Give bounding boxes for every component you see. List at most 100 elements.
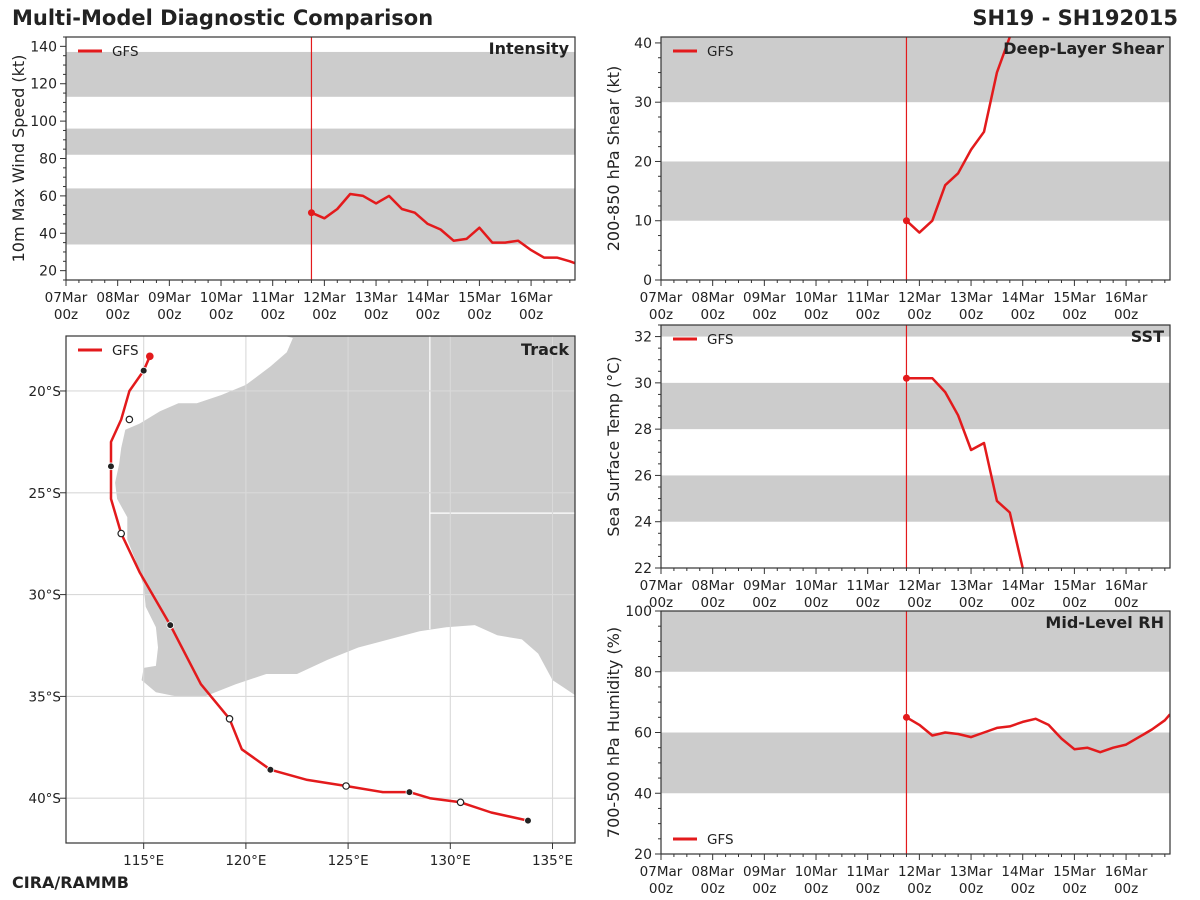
shear-ytick-label: 30 xyxy=(634,95,652,111)
shear-xtick-day: 07Mar xyxy=(640,290,683,306)
intensity-xtick-hour: 00z xyxy=(106,307,130,323)
sst-xtick-day: 15Mar xyxy=(1053,578,1096,594)
sst-ytick-label: 32 xyxy=(634,330,652,346)
sst-frame xyxy=(660,324,1171,569)
sst-band xyxy=(661,325,1170,337)
rh-legend-label: GFS xyxy=(707,832,734,848)
rh-gfs-init-point xyxy=(902,713,910,721)
rh-xtick-day: 14Mar xyxy=(1001,864,1044,880)
track-xtick-label: 130°E xyxy=(430,853,471,869)
intensity-xtick-hour: 00z xyxy=(467,307,491,323)
shear-xtick-hour: 00z xyxy=(907,307,931,323)
sst-gfs-init-point xyxy=(902,374,910,382)
shear-ytick-label: 0 xyxy=(643,273,652,289)
rh-ytick-label: 60 xyxy=(634,726,652,742)
track-gfs-line xyxy=(109,355,529,822)
rh-ytick-label: 100 xyxy=(625,604,652,620)
shear-ylabel: 200-850 hPa Shear (kt) xyxy=(604,66,623,252)
australia-landmass xyxy=(115,336,575,697)
intensity-ytick-label: 40 xyxy=(39,226,57,242)
shear-ytick-label: 40 xyxy=(634,36,652,52)
sst-xtick-hour: 00z xyxy=(959,595,983,611)
rh-xtick-day: 10Mar xyxy=(795,864,838,880)
intensity-xtick-day: 16Mar xyxy=(510,290,553,306)
intensity-xtick-day: 15Mar xyxy=(458,290,501,306)
track-xtick-label: 135°E xyxy=(532,853,573,869)
intensity-xtick-hour: 00z xyxy=(364,307,388,323)
track-frame xyxy=(65,335,576,844)
intensity-xtick-day: 07Mar xyxy=(45,290,88,306)
intensity-ytick-label: 100 xyxy=(30,114,57,130)
intensity-xtick-hour: 00z xyxy=(416,307,440,323)
sst-xtick-hour: 00z xyxy=(1011,595,1035,611)
track-xtick-label: 115°E xyxy=(123,853,164,869)
shear-xtick-hour: 00z xyxy=(804,307,828,323)
sst-ylabel: Sea Surface Temp (°C) xyxy=(604,356,623,536)
shear-xtick-day: 12Mar xyxy=(898,290,941,306)
sst-ytick-label: 26 xyxy=(634,468,652,484)
sst-xtick-day: 16Mar xyxy=(1105,578,1148,594)
sst-xtick-day: 08Mar xyxy=(691,578,734,594)
rh-xtick-day: 08Mar xyxy=(691,864,734,880)
sst-xtick-day: 11Mar xyxy=(846,578,889,594)
track-point-12z xyxy=(342,782,350,790)
track-xtick-label: 125°E xyxy=(328,853,369,869)
track-point-12z xyxy=(456,798,465,807)
rh-title: Mid-Level RH xyxy=(1045,613,1164,632)
intensity-xtick-day: 12Mar xyxy=(303,290,346,306)
sst-xtick-hour: 00z xyxy=(856,595,880,611)
intensity-band xyxy=(66,51,575,97)
shear-xtick-day: 08Mar xyxy=(691,290,734,306)
track-ytick-label: 35°S xyxy=(29,689,62,705)
track-ytick-label: 25°S xyxy=(29,486,62,502)
rh-xtick-hour: 00z xyxy=(1114,881,1138,897)
sst-ytick-label: 22 xyxy=(634,561,652,577)
track-point-00z xyxy=(166,621,175,629)
rh-plot-area xyxy=(661,611,1170,854)
shear-xtick-day: 09Mar xyxy=(743,290,786,306)
track-title: Track xyxy=(521,340,569,359)
shear-ytick-label: 10 xyxy=(634,214,652,230)
rh-xtick-hour: 00z xyxy=(752,881,776,897)
shear-xtick-day: 15Mar xyxy=(1053,290,1096,306)
intensity-xtick-hour: 00z xyxy=(157,307,181,323)
rh-xtick-day: 07Mar xyxy=(640,864,683,880)
shear-legend-label: GFS xyxy=(707,44,734,60)
sst-title: SST xyxy=(1131,327,1164,346)
shear-gfs-line xyxy=(905,37,1011,234)
shear-ytick-label: 20 xyxy=(634,154,652,170)
intensity-ytick-label: 60 xyxy=(39,189,57,205)
rh-gfs-line xyxy=(905,713,1170,754)
sst-xtick-hour: 00z xyxy=(1062,595,1086,611)
credit-label: CIRA/RAMMB xyxy=(12,873,129,892)
sst-xtick-hour: 00z xyxy=(701,595,725,611)
shear-xtick-hour: 00z xyxy=(649,307,673,323)
shear-xtick-hour: 00z xyxy=(1114,307,1138,323)
sst-xtick-hour: 00z xyxy=(752,595,776,611)
sst-xtick-hour: 00z xyxy=(907,595,931,611)
track-map-area xyxy=(66,336,575,843)
shear-xtick-hour: 00z xyxy=(856,307,880,323)
track-point-00z xyxy=(107,462,115,471)
shear-xtick-hour: 00z xyxy=(752,307,776,323)
track-gfs-init-point xyxy=(146,352,154,361)
intensity-xtick-day: 08Mar xyxy=(96,290,139,306)
sst-xtick-hour: 00z xyxy=(804,595,828,611)
rh-xtick-day: 12Mar xyxy=(898,864,941,880)
intensity-ytick-label: 120 xyxy=(30,77,57,93)
rh-xtick-hour: 00z xyxy=(701,881,725,897)
shear-band xyxy=(661,161,1170,221)
intensity-title: Intensity xyxy=(489,39,570,58)
intensity-xtick-hour: 00z xyxy=(209,307,233,323)
rh-xtick-hour: 00z xyxy=(1011,881,1035,897)
rh-ytick-label: 20 xyxy=(634,847,652,863)
intensity-band xyxy=(66,128,575,155)
sst-xtick-day: 09Mar xyxy=(743,578,786,594)
intensity-gfs-line xyxy=(311,192,575,265)
rh-band xyxy=(661,732,1170,794)
rh-xtick-day: 11Mar xyxy=(846,864,889,880)
shear-xtick-day: 10Mar xyxy=(795,290,838,306)
intensity-legend-label: GFS xyxy=(112,44,139,60)
rh-xtick-day: 15Mar xyxy=(1053,864,1096,880)
